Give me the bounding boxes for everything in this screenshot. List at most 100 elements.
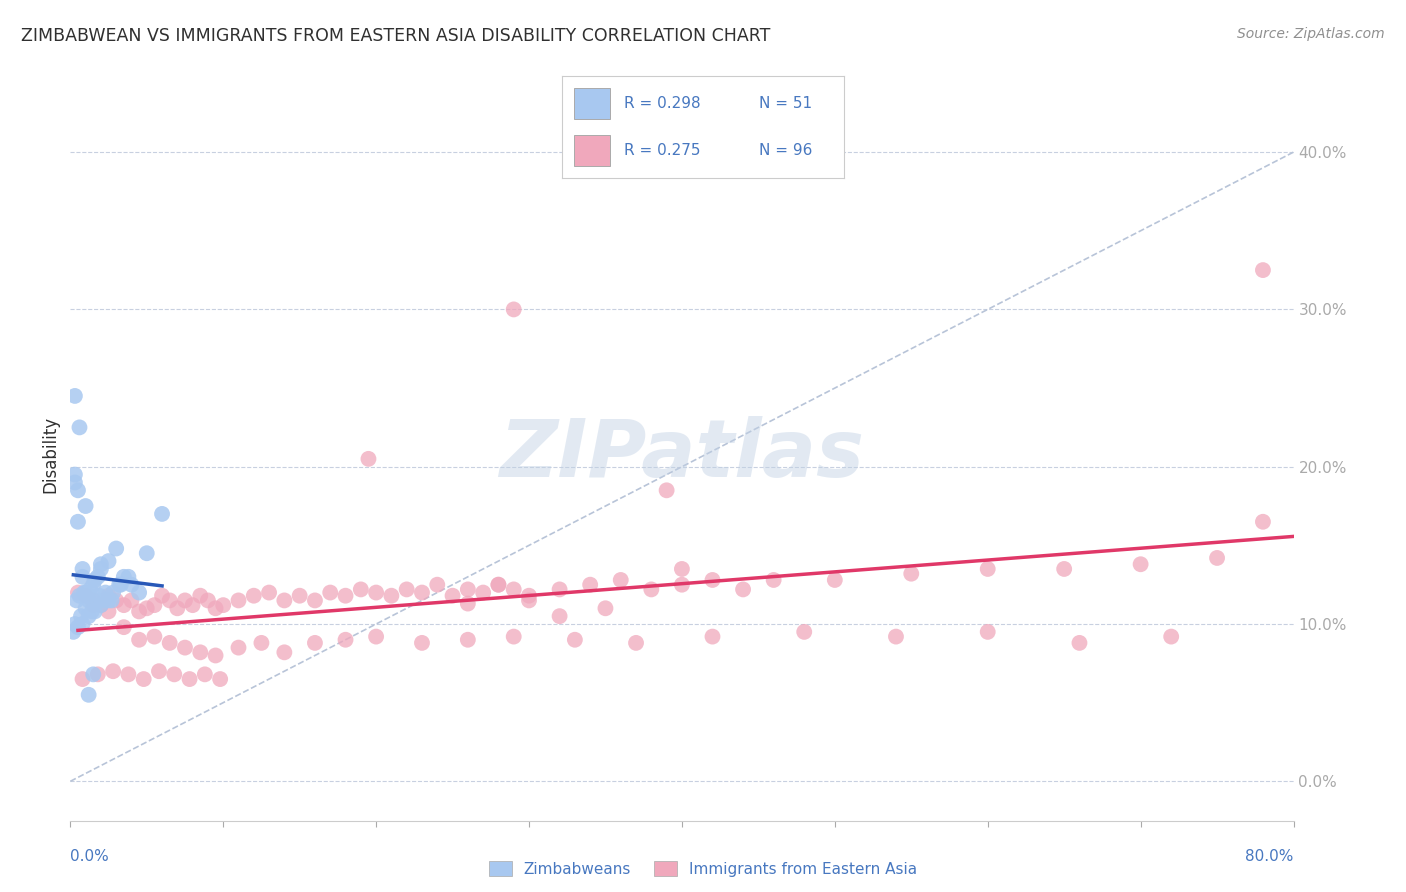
Point	[472, 585, 495, 599]
Point	[884, 630, 907, 644]
Point	[426, 577, 449, 591]
Point	[70, 609, 93, 624]
Point	[132, 672, 155, 686]
Point	[150, 507, 173, 521]
Point	[77, 593, 100, 607]
Point	[105, 541, 128, 556]
Point	[411, 636, 433, 650]
Point	[900, 566, 922, 581]
Point	[93, 593, 115, 607]
Point	[63, 389, 86, 403]
Point	[94, 585, 117, 599]
Point	[488, 577, 510, 591]
Point	[112, 620, 135, 634]
Point	[517, 593, 540, 607]
Text: N = 51: N = 51	[759, 96, 813, 111]
Point	[257, 585, 280, 599]
Point	[75, 585, 97, 599]
Point	[1053, 562, 1076, 576]
Point	[502, 630, 524, 644]
Point	[273, 593, 295, 607]
Point	[97, 604, 120, 618]
Point	[72, 562, 94, 576]
Point	[143, 630, 166, 644]
Point	[1206, 551, 1229, 566]
Point	[87, 570, 110, 584]
Point	[411, 585, 433, 599]
Point	[624, 636, 647, 650]
Text: 80.0%: 80.0%	[1246, 849, 1294, 863]
Point	[82, 598, 104, 612]
Point	[66, 585, 89, 599]
Point	[595, 601, 617, 615]
Point	[762, 573, 785, 587]
Point	[63, 467, 86, 482]
Point	[159, 593, 181, 607]
Point	[77, 688, 100, 702]
Point	[350, 582, 373, 597]
Point	[1251, 515, 1274, 529]
Point	[288, 589, 311, 603]
Point	[548, 582, 571, 597]
Point	[228, 593, 250, 607]
Point	[671, 562, 693, 576]
Point	[69, 589, 91, 603]
Point	[112, 598, 135, 612]
Point	[73, 585, 96, 599]
Point	[90, 598, 112, 612]
Point	[273, 645, 295, 659]
Point	[502, 582, 524, 597]
Text: 0.0%: 0.0%	[70, 849, 110, 863]
Y-axis label: Disability: Disability	[41, 417, 59, 493]
Point	[174, 640, 197, 655]
Point	[243, 589, 266, 603]
Point	[671, 577, 693, 591]
Point	[76, 589, 98, 603]
Point	[174, 593, 197, 607]
Point	[108, 577, 131, 591]
Point	[1069, 636, 1091, 650]
Point	[209, 672, 232, 686]
Point	[335, 589, 357, 603]
Point	[121, 593, 143, 607]
Point	[79, 582, 101, 597]
Point	[101, 585, 124, 599]
Point	[82, 667, 104, 681]
Point	[159, 636, 181, 650]
Point	[517, 589, 540, 603]
Point	[457, 632, 479, 647]
FancyBboxPatch shape	[574, 88, 610, 119]
Text: R = 0.298: R = 0.298	[624, 96, 700, 111]
Point	[395, 582, 418, 597]
Point	[441, 589, 464, 603]
Point	[163, 667, 186, 681]
Point	[135, 546, 157, 560]
Point	[135, 601, 157, 615]
Point	[166, 601, 188, 615]
Point	[212, 598, 235, 612]
Point	[110, 577, 132, 591]
Point	[366, 630, 388, 644]
Point	[97, 589, 120, 603]
Point	[89, 589, 111, 603]
Point	[75, 499, 97, 513]
Point	[976, 562, 998, 576]
Point	[69, 420, 91, 434]
Point	[100, 593, 122, 607]
Text: R = 0.275: R = 0.275	[624, 144, 700, 158]
Point	[97, 593, 120, 607]
Point	[112, 570, 135, 584]
Text: ZIMBABWEAN VS IMMIGRANTS FROM EASTERN ASIA DISABILITY CORRELATION CHART: ZIMBABWEAN VS IMMIGRANTS FROM EASTERN AS…	[21, 27, 770, 45]
FancyBboxPatch shape	[574, 136, 610, 166]
Point	[128, 604, 150, 618]
Point	[188, 645, 211, 659]
Point	[250, 636, 273, 650]
Point	[72, 570, 94, 584]
Point	[640, 582, 662, 597]
Text: Source: ZipAtlas.com: Source: ZipAtlas.com	[1237, 27, 1385, 41]
Point	[62, 624, 84, 639]
Point	[204, 648, 226, 663]
Point	[204, 601, 226, 615]
Point	[128, 632, 150, 647]
Point	[87, 667, 110, 681]
